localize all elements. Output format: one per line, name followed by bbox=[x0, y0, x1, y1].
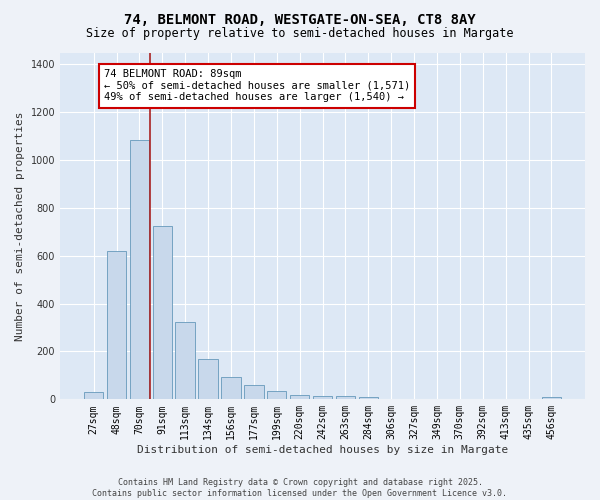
Bar bbox=[359, 397, 378, 400]
Bar bbox=[244, 385, 263, 400]
Bar bbox=[107, 251, 126, 400]
Bar bbox=[175, 322, 195, 400]
Text: 74, BELMONT ROAD, WESTGATE-ON-SEA, CT8 8AY: 74, BELMONT ROAD, WESTGATE-ON-SEA, CT8 8… bbox=[124, 12, 476, 26]
X-axis label: Distribution of semi-detached houses by size in Margate: Distribution of semi-detached houses by … bbox=[137, 445, 508, 455]
Bar bbox=[221, 376, 241, 400]
Bar bbox=[130, 140, 149, 400]
Bar bbox=[84, 392, 103, 400]
Y-axis label: Number of semi-detached properties: Number of semi-detached properties bbox=[15, 111, 25, 340]
Text: Contains HM Land Registry data © Crown copyright and database right 2025.
Contai: Contains HM Land Registry data © Crown c… bbox=[92, 478, 508, 498]
Bar bbox=[152, 226, 172, 400]
Bar bbox=[267, 391, 286, 400]
Bar bbox=[313, 396, 332, 400]
Bar bbox=[290, 394, 310, 400]
Bar bbox=[199, 358, 218, 400]
Bar bbox=[542, 397, 561, 400]
Text: 74 BELMONT ROAD: 89sqm
← 50% of semi-detached houses are smaller (1,571)
49% of : 74 BELMONT ROAD: 89sqm ← 50% of semi-det… bbox=[104, 69, 410, 102]
Text: Size of property relative to semi-detached houses in Margate: Size of property relative to semi-detach… bbox=[86, 28, 514, 40]
Bar bbox=[335, 396, 355, 400]
